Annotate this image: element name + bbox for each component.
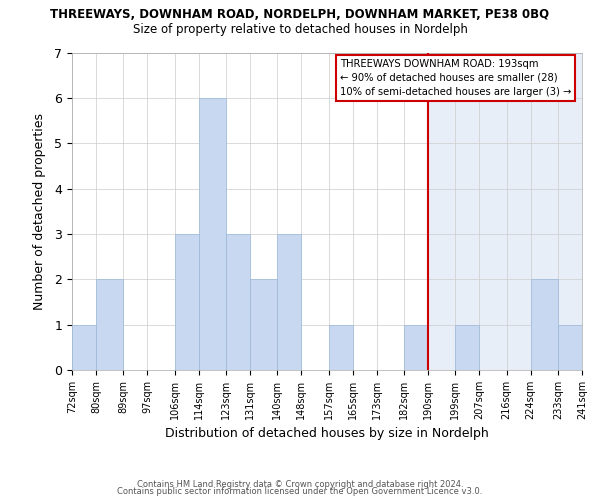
Bar <box>175 234 199 370</box>
Bar <box>96 280 124 370</box>
X-axis label: Distribution of detached houses by size in Nordelph: Distribution of detached houses by size … <box>165 428 489 440</box>
Text: Contains HM Land Registry data © Crown copyright and database right 2024.: Contains HM Land Registry data © Crown c… <box>137 480 463 489</box>
Bar <box>530 280 558 370</box>
Bar <box>72 324 96 370</box>
Bar <box>404 324 428 370</box>
Bar <box>250 280 277 370</box>
Bar <box>329 324 353 370</box>
Text: THREEWAYS DOWNHAM ROAD: 193sqm
← 90% of detached houses are smaller (28)
10% of : THREEWAYS DOWNHAM ROAD: 193sqm ← 90% of … <box>340 59 571 97</box>
Text: Size of property relative to detached houses in Nordelph: Size of property relative to detached ho… <box>133 22 467 36</box>
Bar <box>199 98 226 370</box>
Text: THREEWAYS, DOWNHAM ROAD, NORDELPH, DOWNHAM MARKET, PE38 0BQ: THREEWAYS, DOWNHAM ROAD, NORDELPH, DOWNH… <box>50 8 550 20</box>
Bar <box>558 324 582 370</box>
Text: Contains public sector information licensed under the Open Government Licence v3: Contains public sector information licen… <box>118 487 482 496</box>
Bar <box>72 52 428 370</box>
Bar <box>226 234 250 370</box>
Bar <box>455 324 479 370</box>
Y-axis label: Number of detached properties: Number of detached properties <box>33 113 46 310</box>
Bar <box>277 234 301 370</box>
Bar <box>428 52 582 370</box>
